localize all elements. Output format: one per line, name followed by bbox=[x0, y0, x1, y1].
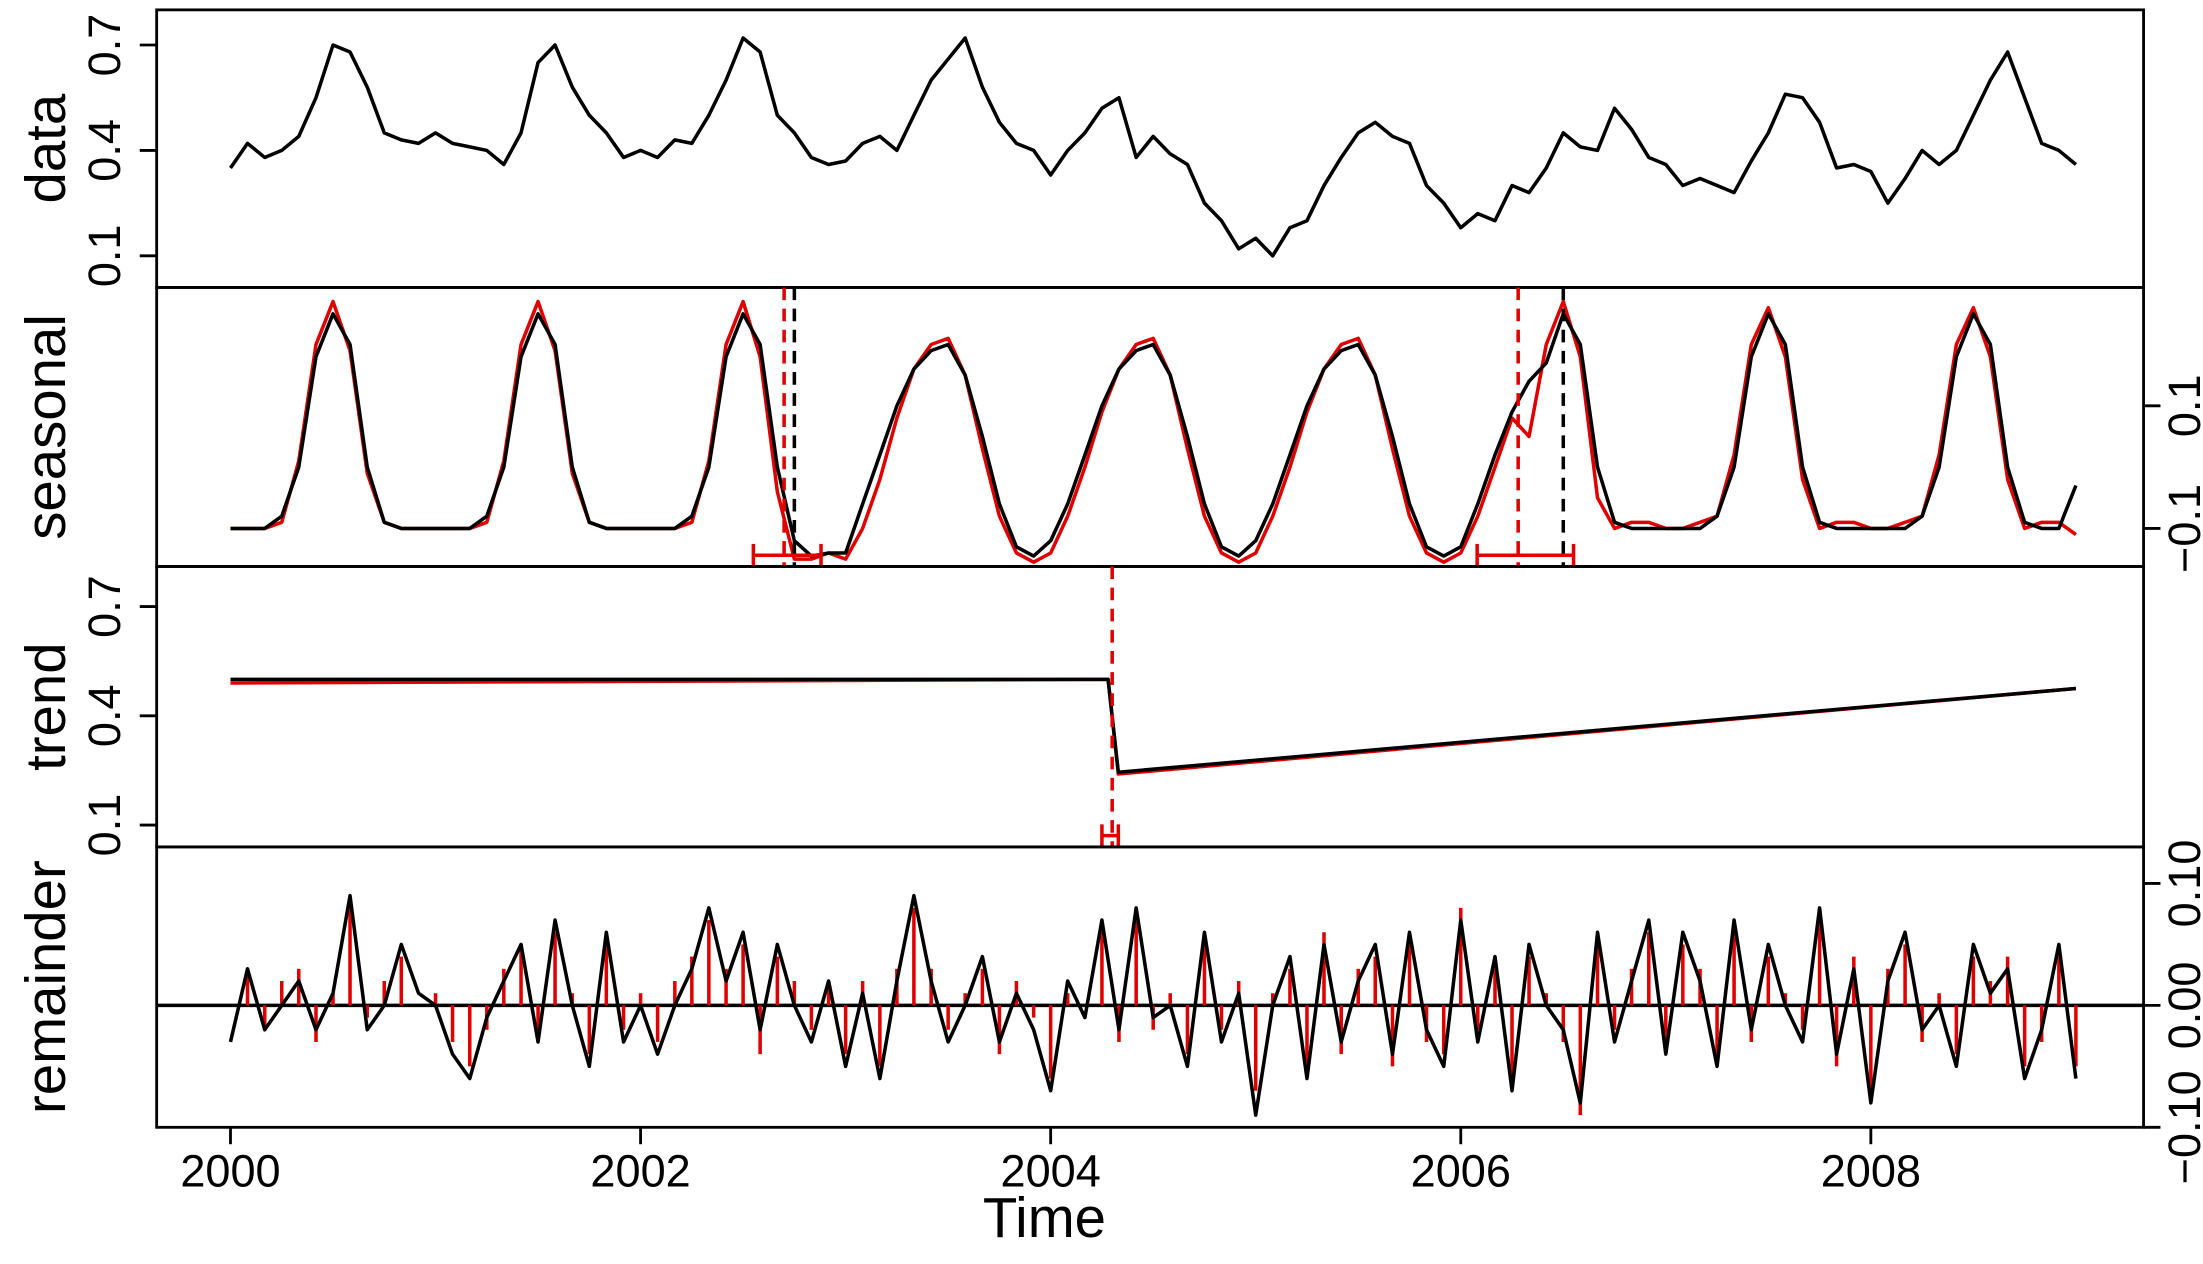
y-tick-label: 0.1 bbox=[2159, 374, 2203, 437]
y-tick-label: 0.7 bbox=[79, 575, 130, 638]
y-tick-label: 0.7 bbox=[79, 14, 130, 77]
y-tick-label: 0.00 bbox=[2159, 962, 2203, 1050]
y-axis-label: remainder bbox=[14, 860, 77, 1114]
y-axis-label: data bbox=[14, 93, 77, 203]
y-tick-label: 0.1 bbox=[79, 225, 130, 288]
y-tick-label: −0.1 bbox=[2159, 484, 2203, 573]
x-tick-label: 2002 bbox=[590, 1145, 690, 1196]
series-line bbox=[230, 677, 2077, 776]
y-tick-label: 0.1 bbox=[79, 794, 130, 857]
series-line bbox=[228, 893, 2078, 1117]
y-axis-label: trend bbox=[14, 642, 77, 770]
y-axis-label: seasonal bbox=[14, 314, 77, 540]
series-line bbox=[230, 299, 2077, 564]
x-tick-label: 2006 bbox=[1411, 1145, 1511, 1196]
series-line bbox=[230, 312, 2078, 558]
y-tick-label: 0.10 bbox=[2159, 840, 2203, 928]
y-tick-label: 0.4 bbox=[79, 684, 130, 747]
panel-frame bbox=[155, 8, 2145, 289]
series-line bbox=[230, 677, 2077, 774]
y-tick-label: −0.10 bbox=[2159, 1070, 2203, 1184]
x-tick-label: 2000 bbox=[180, 1145, 280, 1196]
panel-frame bbox=[155, 286, 2145, 568]
x-axis-label: Time bbox=[983, 1186, 1106, 1249]
panel-frame bbox=[155, 565, 2145, 849]
x-tick-label: 2008 bbox=[1821, 1145, 1921, 1196]
panel-frame bbox=[155, 845, 2145, 1129]
y-tick-label: 0.4 bbox=[79, 119, 130, 182]
x-tick-label: 2004 bbox=[1001, 1145, 1101, 1196]
series-line bbox=[229, 36, 2078, 258]
